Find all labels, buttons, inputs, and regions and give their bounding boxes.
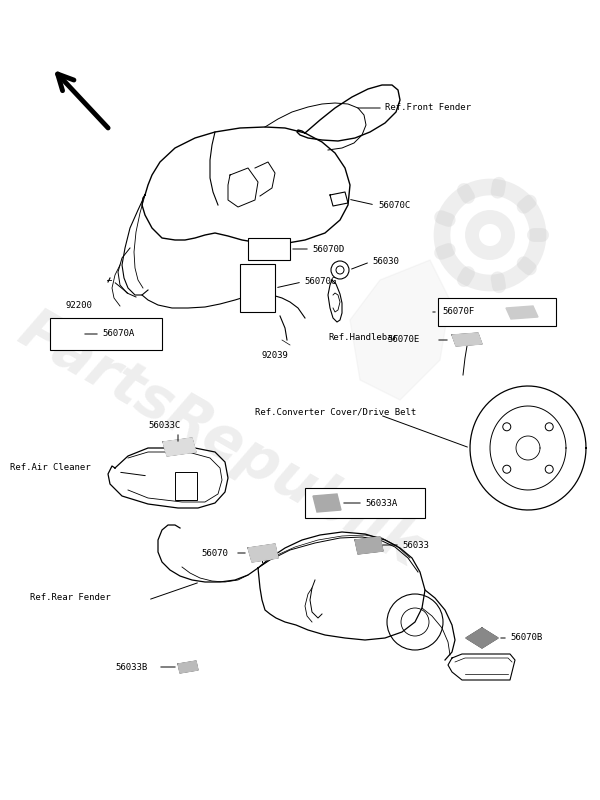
Polygon shape [313, 494, 341, 512]
Bar [50, 318, 162, 350]
Polygon shape [248, 544, 278, 562]
Text: PartsRepublik: PartsRepublik [8, 302, 431, 578]
Polygon shape [163, 438, 196, 456]
Text: 56070B: 56070B [510, 634, 542, 642]
Text: 56030: 56030 [372, 258, 399, 266]
Bar [175, 472, 197, 500]
Polygon shape [355, 537, 383, 554]
Polygon shape [506, 306, 538, 319]
Text: 92039: 92039 [262, 350, 289, 359]
Polygon shape [466, 628, 498, 648]
Text: Ref.Front Fender: Ref.Front Fender [385, 103, 471, 113]
Text: 56070G: 56070G [304, 278, 336, 286]
Polygon shape [350, 260, 450, 400]
Text: 56070C: 56070C [378, 201, 410, 210]
Text: Ref.Converter Cover/Drive Belt: Ref.Converter Cover/Drive Belt [255, 407, 416, 417]
Text: 56033B: 56033B [116, 662, 148, 671]
Text: 56070E: 56070E [388, 335, 420, 345]
Text: 56033: 56033 [402, 541, 429, 550]
Bar [438, 298, 556, 326]
Polygon shape [178, 661, 198, 673]
Text: 56070: 56070 [201, 549, 228, 558]
Bar [305, 488, 425, 518]
Bar [240, 264, 275, 312]
Text: 56070D: 56070D [312, 245, 344, 254]
Text: Ref.Air Cleaner: Ref.Air Cleaner [10, 463, 91, 473]
Polygon shape [452, 333, 482, 346]
Text: 56033C: 56033C [148, 421, 180, 430]
Text: Ref.Handlebar: Ref.Handlebar [328, 334, 398, 342]
Text: 56070F: 56070F [442, 307, 474, 317]
Text: Ref.Rear Fender: Ref.Rear Fender [30, 594, 110, 602]
Text: 56033A: 56033A [365, 498, 397, 507]
Text: 56070A: 56070A [102, 330, 134, 338]
Bar [248, 238, 290, 260]
Text: 92200: 92200 [65, 301, 92, 310]
